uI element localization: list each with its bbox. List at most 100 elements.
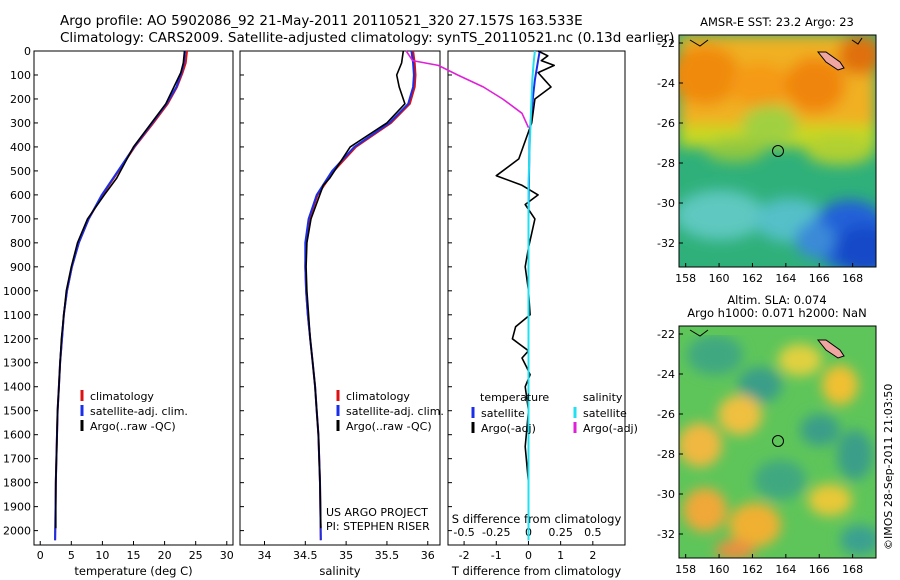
depth-tick-label: 100 xyxy=(10,69,31,82)
depth-tick-label: 1700 xyxy=(3,453,31,466)
lon-tick-label: 158 xyxy=(675,272,696,285)
temperature-panel: 0100200300400500600700800900100011001200… xyxy=(3,45,452,578)
T-tick-label: -2 xyxy=(459,549,470,562)
x-tick-label: 30 xyxy=(220,549,234,562)
lat-tick-label: -30 xyxy=(657,488,675,501)
legend-entry: satellite-adj. clim. xyxy=(90,405,188,418)
series-line xyxy=(54,50,188,541)
lon-tick-label: 166 xyxy=(809,563,830,576)
legend-entry: Argo(-adj) xyxy=(481,422,536,435)
lon-tick-label: 158 xyxy=(675,563,696,576)
depth-tick-label: 800 xyxy=(10,237,31,250)
x-tick-label: 10 xyxy=(95,549,109,562)
series-line xyxy=(54,50,186,529)
header-line1: Argo profile: AO 5902086_92 21-May-2011 … xyxy=(60,13,583,29)
depth-tick-label: 500 xyxy=(10,165,31,178)
lat-tick-label: -26 xyxy=(657,117,675,130)
lat-tick-label: -32 xyxy=(657,237,675,250)
S-tick-label: -0.25 xyxy=(482,526,510,539)
x-tick-label: 20 xyxy=(158,549,172,562)
x-tick-label: 35 xyxy=(339,549,353,562)
x-axis-label: salinity xyxy=(319,564,360,578)
salinity-panel: 34 34.5 35 35.5 36 salinity climatology satelli… xyxy=(239,50,444,578)
sst-field xyxy=(679,35,876,267)
depth-tick-label: 900 xyxy=(10,261,31,274)
depth-tick-label: 1600 xyxy=(3,429,31,442)
lon-tick-label: 164 xyxy=(775,563,796,576)
lat-tick-label: -28 xyxy=(657,448,675,461)
sla-map-axes: 158 160 162 164 166 168 -22 -24 -26 -28 -30 -32 xyxy=(657,328,863,576)
series-line xyxy=(495,50,556,529)
legend-entry: climatology xyxy=(346,390,410,403)
depth-tick-label: 1900 xyxy=(3,501,31,514)
x-tick-label: 5 xyxy=(68,549,75,562)
depth-tick-label: 0 xyxy=(24,45,31,58)
depth-tick-label: 300 xyxy=(10,117,31,130)
sla-map-title-2: Argo h1000: 0.071 h2000: NaN xyxy=(687,306,866,320)
x-tick-label: 0 xyxy=(37,549,44,562)
depth-tick-label: 1200 xyxy=(3,333,31,346)
sla-map-panel: Altim. SLA: 0.074 Argo h1000: 0.071 h200… xyxy=(657,293,877,576)
lat-tick-label: -22 xyxy=(657,37,675,50)
lon-tick-label: 168 xyxy=(842,563,863,576)
x-tick-label: 34 xyxy=(257,549,271,562)
header-line2: Climatology: CARS2009. Satellite-adjuste… xyxy=(60,30,674,46)
annotation-line: PI: STEPHEN RISER xyxy=(326,520,430,533)
series-line xyxy=(304,50,417,541)
lon-tick-label: 162 xyxy=(742,272,763,285)
lat-tick-label: -32 xyxy=(657,528,675,541)
depth-tick-label: 1300 xyxy=(3,357,31,370)
T-axis-label: T difference from climatology xyxy=(451,564,622,578)
depth-tick-label: 600 xyxy=(10,189,31,202)
T-tick-label: 0 xyxy=(525,549,532,562)
depth-tick-label: 700 xyxy=(10,213,31,226)
lat-tick-label: -30 xyxy=(657,197,675,210)
x-tick-label: 34.5 xyxy=(293,549,318,562)
T-tick-label: -1 xyxy=(491,549,502,562)
x-tick-label: 25 xyxy=(189,549,203,562)
watermark: ©IMOS 28-Sep-2011 21:03:50 xyxy=(882,384,895,550)
x-axis-label: temperature (deg C) xyxy=(74,564,192,578)
lat-tick-label: -22 xyxy=(657,328,675,341)
depth-tick-label: 1100 xyxy=(3,309,31,322)
S-axis-label: S difference from climatology xyxy=(452,512,622,526)
legend-title: salinity xyxy=(583,391,623,404)
legend-entry: satellite xyxy=(481,407,525,420)
sst-map-title: AMSR-E SST: 23.2 Argo: 23 xyxy=(700,15,854,29)
depth-tick-label: 200 xyxy=(10,93,31,106)
legend-entry: Argo(..raw -QC) xyxy=(346,420,432,433)
difference-panel: -2 -1 0 1 2-0.5 -0.25 0 0.25 0.5S difference fro… xyxy=(405,50,638,578)
lat-tick-label: -28 xyxy=(657,157,675,170)
annotation-line: US ARGO PROJECT xyxy=(326,506,428,519)
lon-tick-label: 166 xyxy=(809,272,830,285)
plot-frame xyxy=(239,50,441,546)
sla-map-title-1: Altim. SLA: 0.074 xyxy=(727,293,826,307)
depth-tick-label: 2000 xyxy=(3,525,31,538)
depth-tick-label: 1500 xyxy=(3,405,31,418)
S-tick-label: 0.25 xyxy=(548,526,573,539)
sla-field xyxy=(679,335,876,558)
S-tick-label: -0.5 xyxy=(453,526,474,539)
series-line xyxy=(527,50,536,541)
sst-argo-marker xyxy=(772,145,784,157)
lat-tick-label: -24 xyxy=(657,368,675,381)
series-line xyxy=(304,50,415,541)
series-line xyxy=(54,50,187,541)
depth-tick-label: 1000 xyxy=(3,285,31,298)
plot-frame xyxy=(33,50,234,546)
legend-entry: Argo(-adj) xyxy=(583,422,638,435)
lon-tick-label: 160 xyxy=(709,272,730,285)
depth-tick-label: 1400 xyxy=(3,381,31,394)
depth-tick-label: 400 xyxy=(10,141,31,154)
lon-tick-label: 162 xyxy=(742,563,763,576)
depth-tick-label: 1800 xyxy=(3,477,31,490)
x-tick-label: 35.5 xyxy=(375,549,400,562)
sst-map-panel: AMSR-E SST: 23.2 Argo: 23 xyxy=(657,15,877,285)
lat-tick-label: -24 xyxy=(657,77,675,90)
series-line xyxy=(305,50,406,529)
lat-tick-label: -26 xyxy=(657,408,675,421)
land-new-caledonia xyxy=(816,51,845,71)
legend-entry: Argo(..raw -QC) xyxy=(90,420,176,433)
sla-argo-marker xyxy=(772,435,784,447)
